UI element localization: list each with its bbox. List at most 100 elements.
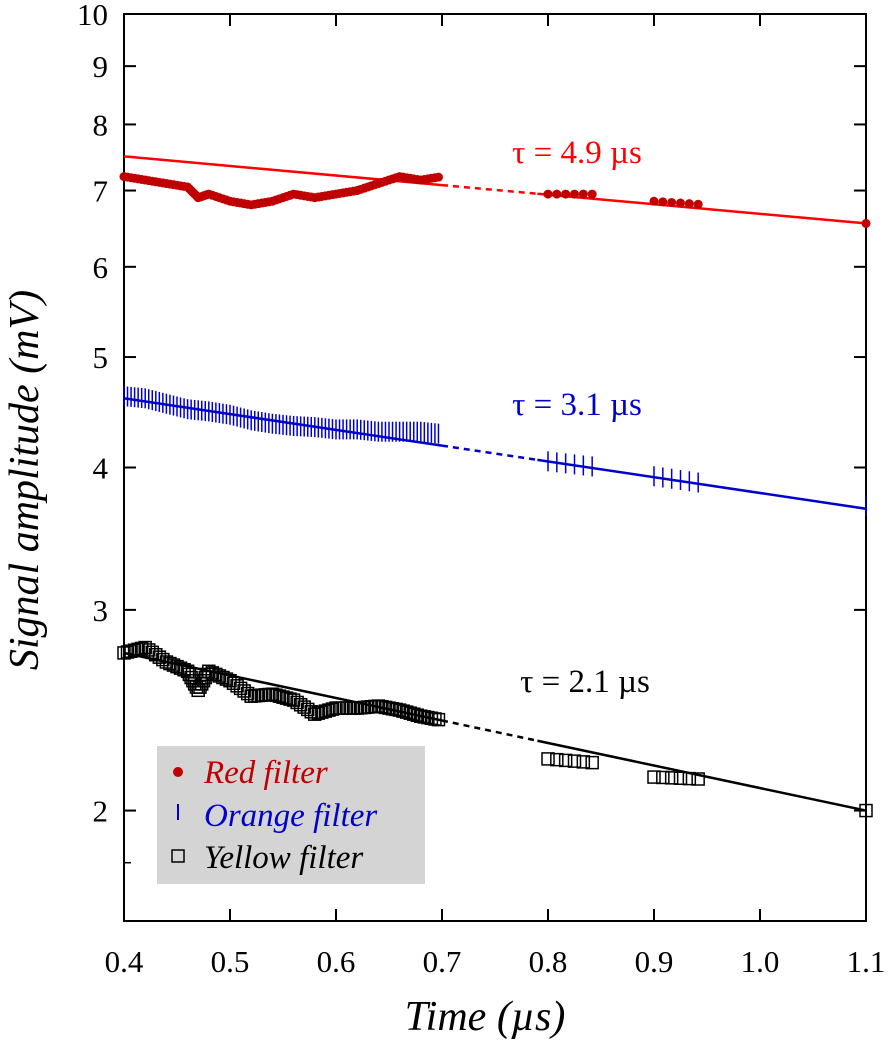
legend-yellow-marker (171, 849, 185, 863)
tau-annotation: τ = 3.1 µs (512, 387, 642, 423)
yellow-filter-point (406, 707, 421, 721)
legend-red-marker (173, 767, 183, 777)
red-filter-point (684, 199, 694, 209)
yellow-filter-point (541, 752, 555, 766)
yellow-filter-point (410, 708, 425, 722)
yellow-filter-point (585, 755, 599, 770)
y-tick-label: 10 (77, 0, 108, 32)
red-filter-point (587, 189, 597, 199)
fit-line-solid (537, 458, 867, 511)
y-tick-label: 3 (93, 593, 109, 628)
yellow-filter-point (325, 702, 340, 716)
yellow-filter-point (212, 669, 227, 683)
yellow-filter-point (399, 705, 414, 719)
red-filter-point (543, 189, 553, 199)
yellow-filter-point (567, 754, 582, 768)
yellow-filter-point (286, 693, 301, 707)
yellow-filter-point (138, 640, 152, 655)
x-tick-label: 0.5 (211, 944, 250, 979)
x-tick-label: 1.0 (741, 944, 780, 979)
yellow-filter-point (297, 700, 311, 714)
x-axis: 0.4 0.5 0.6 0.7 0.8 0.9 1.0 1.1 (105, 14, 885, 979)
yellow-filter-point (392, 703, 407, 717)
yellow-filter-point (170, 659, 184, 674)
legend-red-label: Red filter (203, 755, 328, 791)
yellow-filter-point (673, 771, 688, 785)
yellow-filter-point (318, 704, 333, 718)
y-tick-label: 4 (93, 451, 109, 486)
y-tick-label: 6 (93, 250, 109, 285)
yellow-filter-point (265, 687, 280, 701)
y-tick-label: 8 (93, 107, 109, 142)
yellow-filter-point (134, 641, 149, 656)
legend-orange-label: Orange filter (204, 798, 377, 834)
x-tick-label: 0.4 (105, 944, 144, 979)
yellow-filter-point (311, 706, 326, 720)
yellow-filter-point (209, 667, 223, 682)
fit-line-solid (537, 739, 867, 812)
yellow-filter-point (290, 695, 304, 710)
red-filter-point (676, 198, 685, 208)
red-filter-point (570, 189, 579, 199)
fit-line-solid (123, 651, 443, 722)
yellow-filter-point (202, 664, 216, 679)
red-filter-point (649, 196, 659, 206)
fit-lines (123, 155, 867, 812)
tau-annotation: τ = 2.1 µs (520, 664, 650, 700)
red-filter-point (861, 218, 871, 228)
yellow-filter-point (322, 703, 336, 717)
y-tick-label: 2 (93, 794, 109, 829)
red-filter-point (693, 199, 703, 209)
yellow-filter-point (141, 643, 156, 657)
yellow-filter-point (149, 648, 163, 662)
yellow-filter-point (124, 644, 138, 658)
y-axis-title: Signal amplitude (mV) (2, 290, 48, 670)
yellow-filter-point (431, 712, 446, 727)
yellow-filter-point (237, 684, 251, 698)
yellow-filter-point (308, 707, 322, 721)
yellow-filter-point (279, 691, 294, 705)
data-points (117, 172, 873, 818)
fit-line-dashed (441, 183, 538, 195)
yellow-filter-point (276, 690, 290, 704)
yellow-filter-point (859, 803, 873, 818)
yellow-filter-point (240, 686, 255, 701)
yellow-filter-point (656, 770, 670, 785)
yellow-filter-point (272, 689, 287, 703)
yellow-filter-point (293, 698, 308, 712)
fit-line-dashed (441, 719, 538, 742)
red-filter-point (433, 172, 443, 182)
yellow-filter-point (576, 755, 591, 769)
red-filter-point (667, 197, 677, 207)
yellow-filter-point (664, 771, 679, 785)
yellow-filter-point (117, 646, 131, 660)
yellow-filter-point (269, 688, 283, 702)
red-filter-point (658, 197, 668, 207)
red-filter-point (561, 189, 571, 199)
yellow-filter-point (131, 642, 145, 657)
yellow-filter-point (163, 656, 177, 671)
y-axis: 2 3 4 5 6 7 8 9 10 (77, 0, 866, 864)
yellow-filter-point (396, 704, 410, 718)
yellow-filter-point (682, 771, 697, 786)
x-tick-label: 0.7 (423, 944, 462, 979)
tau-annotations: τ = 4.9 µs τ = 3.1 µs τ = 2.1 µs (512, 135, 650, 700)
y-tick-label: 7 (93, 174, 109, 209)
fit-line-solid (537, 192, 867, 225)
yellow-filter-point (550, 752, 564, 767)
y-tick-label: 5 (93, 340, 109, 375)
yellow-filter-point (315, 705, 329, 719)
x-tick-label: 0.6 (317, 944, 356, 979)
yellow-filter-point (304, 705, 319, 719)
y-tick-label: 9 (93, 49, 109, 84)
red-filter-point (552, 189, 562, 199)
yellow-filter-point (166, 658, 181, 672)
yellow-filter-point (205, 666, 220, 680)
legend: Red filter Orange filter Yellow filter (157, 746, 425, 884)
yellow-filter-point (647, 770, 661, 784)
yellow-filter-point (233, 681, 248, 696)
x-tick-label: 0.8 (529, 944, 568, 979)
legend-yellow-label: Yellow filter (204, 840, 363, 876)
x-axis-title: Time (µs) (405, 994, 566, 1040)
